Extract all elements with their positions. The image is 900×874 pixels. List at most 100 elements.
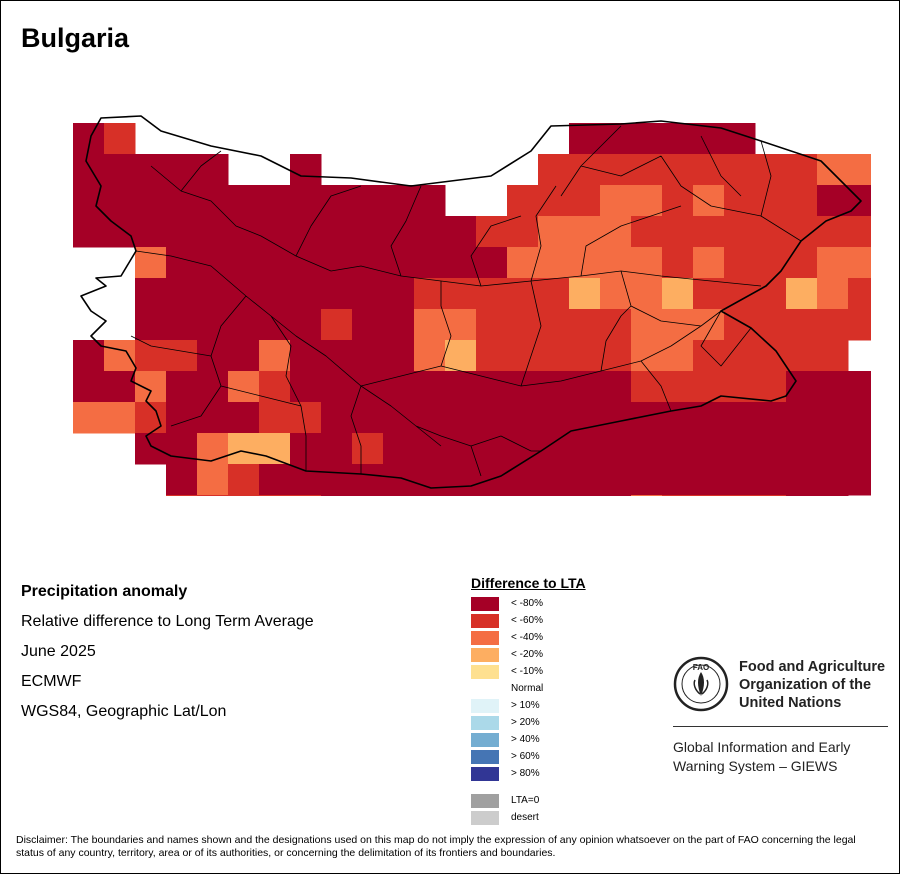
- grid-cell: [724, 309, 756, 341]
- grid-cell: [290, 371, 322, 403]
- grid-cell: [817, 464, 849, 496]
- grid-cell: [662, 216, 694, 248]
- grid-cell: [569, 433, 601, 465]
- grid-cell: [786, 185, 818, 217]
- grid-cell: [383, 464, 415, 496]
- grid-cell: [197, 278, 229, 310]
- grid-cell: [786, 278, 818, 310]
- grid-cell: [538, 464, 570, 496]
- grid-cell: [631, 185, 663, 217]
- legend-swatch: [471, 733, 499, 747]
- grid-cell: [197, 495, 229, 496]
- legend-swatch: [471, 716, 499, 730]
- legend-swatch: [471, 794, 499, 808]
- legend-wet-group: > 10% > 20% > 40% > 60% > 80%: [471, 697, 641, 782]
- grid-cell: [228, 216, 260, 248]
- grid-cell: [724, 464, 756, 496]
- grid-cell: [166, 495, 198, 496]
- grid-cell: [786, 154, 818, 186]
- grid-cell: [538, 185, 570, 217]
- legend-normal-label: Normal: [511, 683, 544, 694]
- grid-cell: [228, 247, 260, 279]
- grid-cell: [724, 154, 756, 186]
- legend-swatch: [471, 750, 499, 764]
- province-boundaries: [130, 125, 802, 477]
- grid-cell: [817, 247, 849, 279]
- grid-cell: [445, 464, 477, 496]
- grid-cell: [135, 433, 167, 465]
- grid-cell: [414, 216, 446, 248]
- grid-cell: [73, 402, 105, 434]
- map-metadata: Precipitation anomaly Relative differenc…: [21, 581, 314, 731]
- grid-cell: [135, 185, 167, 217]
- grid-cell: [104, 216, 136, 248]
- legend-swatch: [471, 811, 499, 825]
- grid-cell: [414, 278, 446, 310]
- grid-cell: [352, 402, 384, 434]
- grid-cell: [228, 464, 260, 496]
- grid-cell: [817, 433, 849, 465]
- grid-cell: [755, 495, 787, 496]
- grid-cell: [414, 464, 446, 496]
- grid-cell: [383, 340, 415, 372]
- grid-cell: [135, 247, 167, 279]
- meta-period: June 2025: [21, 643, 96, 660]
- grid-cell: [600, 278, 632, 310]
- giews-line-1: Global Information and Early: [673, 739, 851, 755]
- grid-cell: [445, 247, 477, 279]
- grid-cell: [352, 495, 384, 496]
- grid-cell: [259, 309, 291, 341]
- grid-cell: [817, 371, 849, 403]
- grid-cell: [352, 185, 384, 217]
- grid-cell: [352, 340, 384, 372]
- grid-cell: [662, 247, 694, 279]
- grid-cell: [166, 371, 198, 403]
- grid-cell: [383, 247, 415, 279]
- grid-cell: [786, 309, 818, 341]
- legend-normal: Normal: [471, 680, 641, 697]
- grid-cell: [693, 278, 725, 310]
- grid-cell: [600, 216, 632, 248]
- grid-cell: [538, 340, 570, 372]
- grid-cell: [166, 464, 198, 496]
- grid-cell: [569, 278, 601, 310]
- grid-cell: [166, 247, 198, 279]
- grid-cell: [507, 433, 539, 465]
- grid-cell: [600, 340, 632, 372]
- grid-cell: [786, 402, 818, 434]
- grid-cell: [104, 402, 136, 434]
- grid-cell: [693, 464, 725, 496]
- grid-cell: [228, 185, 260, 217]
- meta-projection: WGS84, Geographic Lat/Lon: [21, 703, 227, 720]
- grid-cell: [848, 185, 871, 217]
- fao-emblem-letters: FAO: [693, 663, 709, 672]
- legend-item: < -20%: [471, 646, 641, 663]
- grid-cell: [786, 495, 818, 496]
- grid-cell: [259, 340, 291, 372]
- grid-cell: [631, 123, 663, 155]
- grid-cell: [538, 371, 570, 403]
- grid-cell: [166, 433, 198, 465]
- grid-cell: [848, 154, 871, 186]
- grid-cell: [693, 340, 725, 372]
- legend-label: > 80%: [511, 768, 540, 779]
- grid-cell: [631, 247, 663, 279]
- grid-cell: [693, 185, 725, 217]
- grid-cell: [569, 340, 601, 372]
- grid-cell: [135, 309, 167, 341]
- grid-cell: [507, 185, 539, 217]
- grid-cell: [786, 433, 818, 465]
- grid-cell: [259, 371, 291, 403]
- grid-cell: [476, 309, 508, 341]
- legend-item: desert: [471, 809, 641, 826]
- grid-cell: [383, 433, 415, 465]
- grid-cell: [848, 402, 871, 434]
- grid-cell: [817, 154, 849, 186]
- grid-cell: [724, 495, 756, 496]
- grid-cell: [414, 340, 446, 372]
- grid-cell: [352, 464, 384, 496]
- grid-cell: [290, 185, 322, 217]
- grid-cell: [259, 278, 291, 310]
- grid-cell: [600, 247, 632, 279]
- grid-cell: [631, 340, 663, 372]
